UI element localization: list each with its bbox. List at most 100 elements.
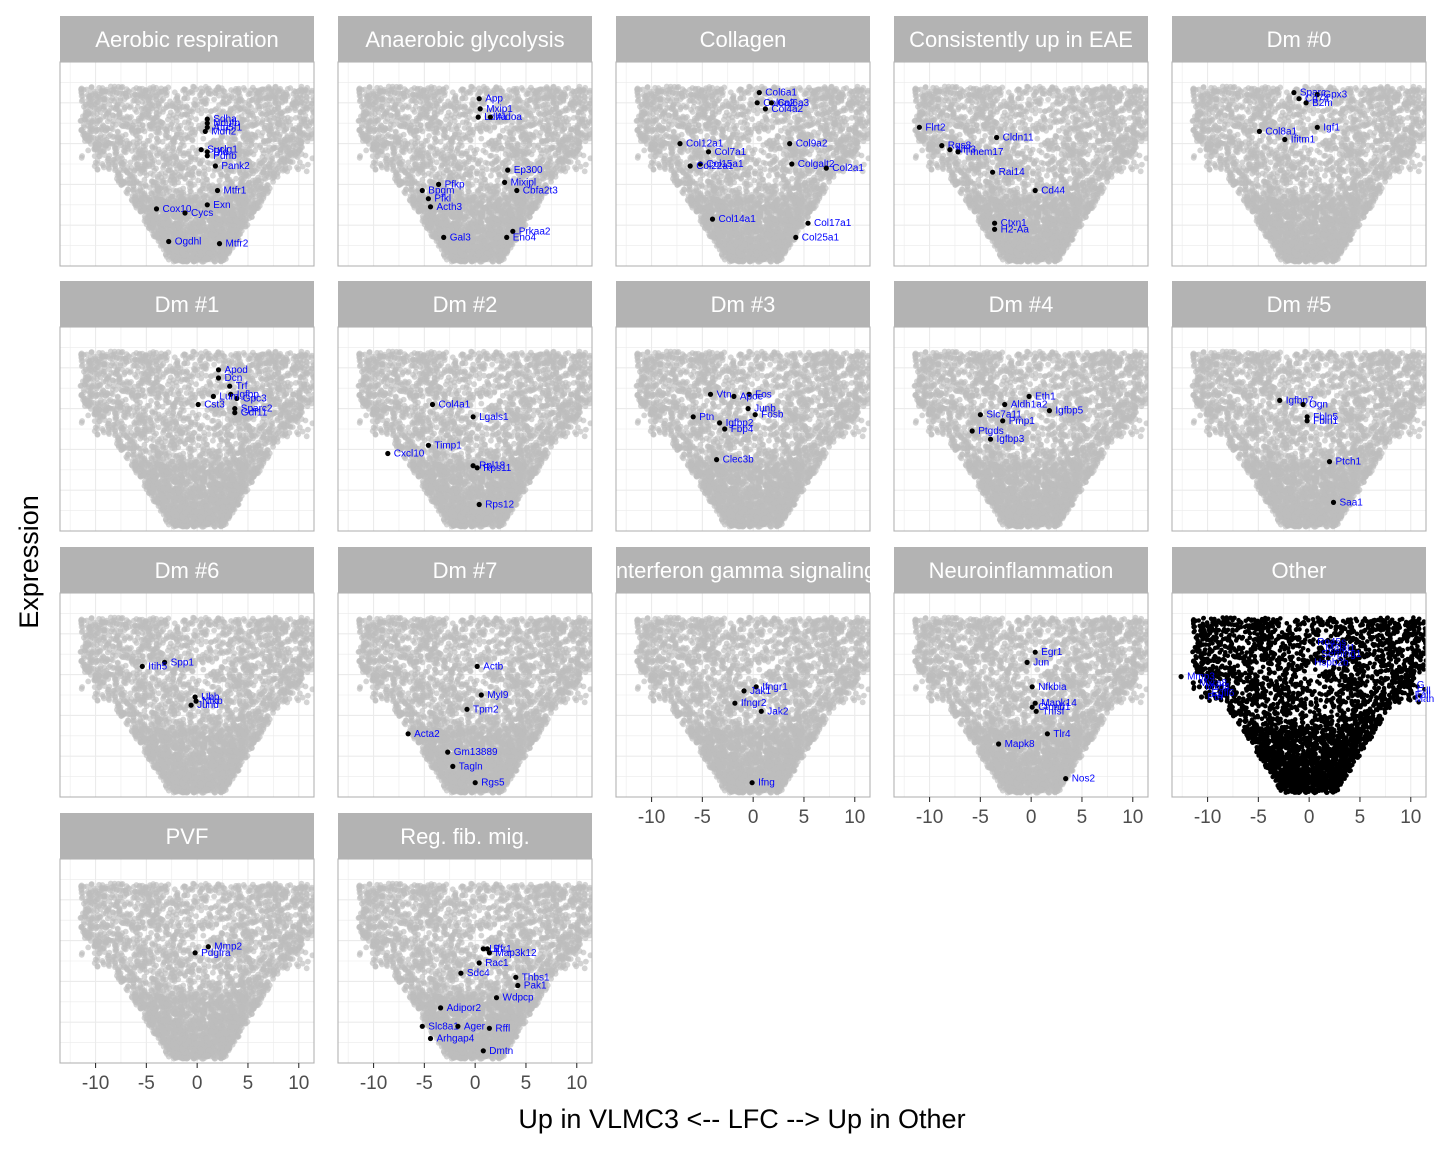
background-point bbox=[194, 194, 200, 200]
background-point bbox=[287, 165, 293, 171]
background-point bbox=[160, 220, 166, 226]
background-point bbox=[216, 235, 222, 241]
background-point bbox=[237, 231, 243, 237]
background-point bbox=[210, 173, 216, 179]
background-point bbox=[103, 128, 109, 134]
background-point bbox=[174, 166, 180, 172]
background-point bbox=[192, 130, 198, 136]
background-point bbox=[258, 197, 264, 203]
background-point bbox=[155, 188, 161, 194]
background-point bbox=[156, 138, 162, 144]
background-point bbox=[175, 95, 181, 101]
background-point bbox=[252, 206, 258, 212]
background-point bbox=[178, 100, 184, 106]
background-point bbox=[239, 207, 245, 213]
background-point bbox=[211, 97, 217, 103]
background-point bbox=[174, 248, 180, 254]
background-point bbox=[97, 118, 103, 124]
gene-point-pdhb bbox=[205, 153, 210, 158]
background-point bbox=[132, 157, 138, 163]
panel-aerobic-respiration: SdhaNdufbAtp5f1Mdh2Suclg1DldPdhbPank2Mtf… bbox=[60, 16, 324, 266]
background-point bbox=[189, 251, 195, 257]
background-point bbox=[290, 159, 296, 165]
background-point bbox=[201, 174, 207, 180]
background-point bbox=[234, 218, 240, 224]
background-point bbox=[160, 120, 166, 126]
background-point bbox=[132, 92, 138, 98]
background-point bbox=[127, 105, 133, 111]
gene-point-mtfr1 bbox=[215, 188, 220, 193]
background-point bbox=[253, 168, 259, 174]
gene-label-pank2: Pank2 bbox=[221, 161, 250, 172]
background-point bbox=[202, 225, 208, 231]
background-point bbox=[253, 133, 259, 139]
background-point bbox=[227, 227, 233, 233]
background-point bbox=[200, 98, 206, 104]
background-point bbox=[188, 114, 194, 120]
background-point bbox=[156, 197, 162, 203]
background-point bbox=[155, 103, 161, 109]
background-point bbox=[132, 98, 138, 104]
background-point bbox=[237, 93, 243, 99]
background-point bbox=[204, 239, 210, 245]
gene-point-ogdhl bbox=[166, 239, 171, 244]
background-point bbox=[161, 230, 167, 236]
background-point bbox=[190, 84, 196, 90]
gene-point-cycs bbox=[182, 210, 187, 215]
background-point bbox=[220, 252, 226, 258]
gene-label-ogdhl: Ogdhl bbox=[175, 237, 202, 248]
background-point bbox=[172, 89, 178, 95]
background-point bbox=[141, 96, 147, 102]
background-point bbox=[187, 229, 193, 235]
background-point bbox=[136, 129, 142, 135]
background-point bbox=[278, 118, 284, 124]
gene-point-pank2 bbox=[213, 163, 218, 168]
background-point bbox=[168, 174, 174, 180]
background-point bbox=[259, 112, 265, 118]
background-point bbox=[119, 163, 125, 169]
background-point bbox=[232, 105, 238, 111]
background-point bbox=[288, 152, 294, 158]
background-point bbox=[305, 162, 311, 168]
background-point bbox=[248, 91, 254, 97]
background-point bbox=[88, 90, 94, 96]
background-point bbox=[203, 84, 209, 90]
background-point bbox=[243, 131, 249, 137]
background-point bbox=[190, 137, 196, 143]
background-point bbox=[272, 115, 278, 121]
background-point bbox=[164, 189, 170, 195]
background-point bbox=[119, 133, 125, 139]
background-point bbox=[111, 113, 117, 119]
background-point bbox=[98, 109, 104, 115]
background-point bbox=[156, 159, 162, 165]
background-point bbox=[123, 91, 129, 97]
background-point bbox=[131, 168, 137, 174]
background-point bbox=[207, 250, 213, 256]
gene-point-mdh2 bbox=[203, 129, 208, 134]
background-point bbox=[113, 122, 119, 128]
background-point bbox=[161, 163, 167, 169]
background-point bbox=[151, 116, 157, 122]
background-point bbox=[275, 88, 281, 94]
background-point bbox=[199, 90, 205, 96]
background-point bbox=[295, 166, 301, 172]
background-point bbox=[78, 118, 84, 124]
background-point bbox=[160, 178, 166, 184]
background-point bbox=[216, 86, 222, 92]
background-point bbox=[495, 178, 501, 184]
background-point bbox=[95, 95, 101, 101]
gene-point-suclg1 bbox=[199, 147, 204, 152]
background-point bbox=[271, 144, 277, 150]
background-point bbox=[182, 222, 188, 228]
background-point bbox=[304, 117, 310, 123]
background-point bbox=[183, 91, 189, 97]
background-point bbox=[173, 155, 179, 161]
background-point bbox=[112, 166, 118, 172]
background-point bbox=[85, 148, 91, 154]
background-point bbox=[115, 139, 121, 145]
background-point bbox=[227, 177, 233, 183]
background-point bbox=[185, 160, 191, 166]
background-point bbox=[490, 147, 496, 153]
background-point bbox=[137, 135, 143, 141]
